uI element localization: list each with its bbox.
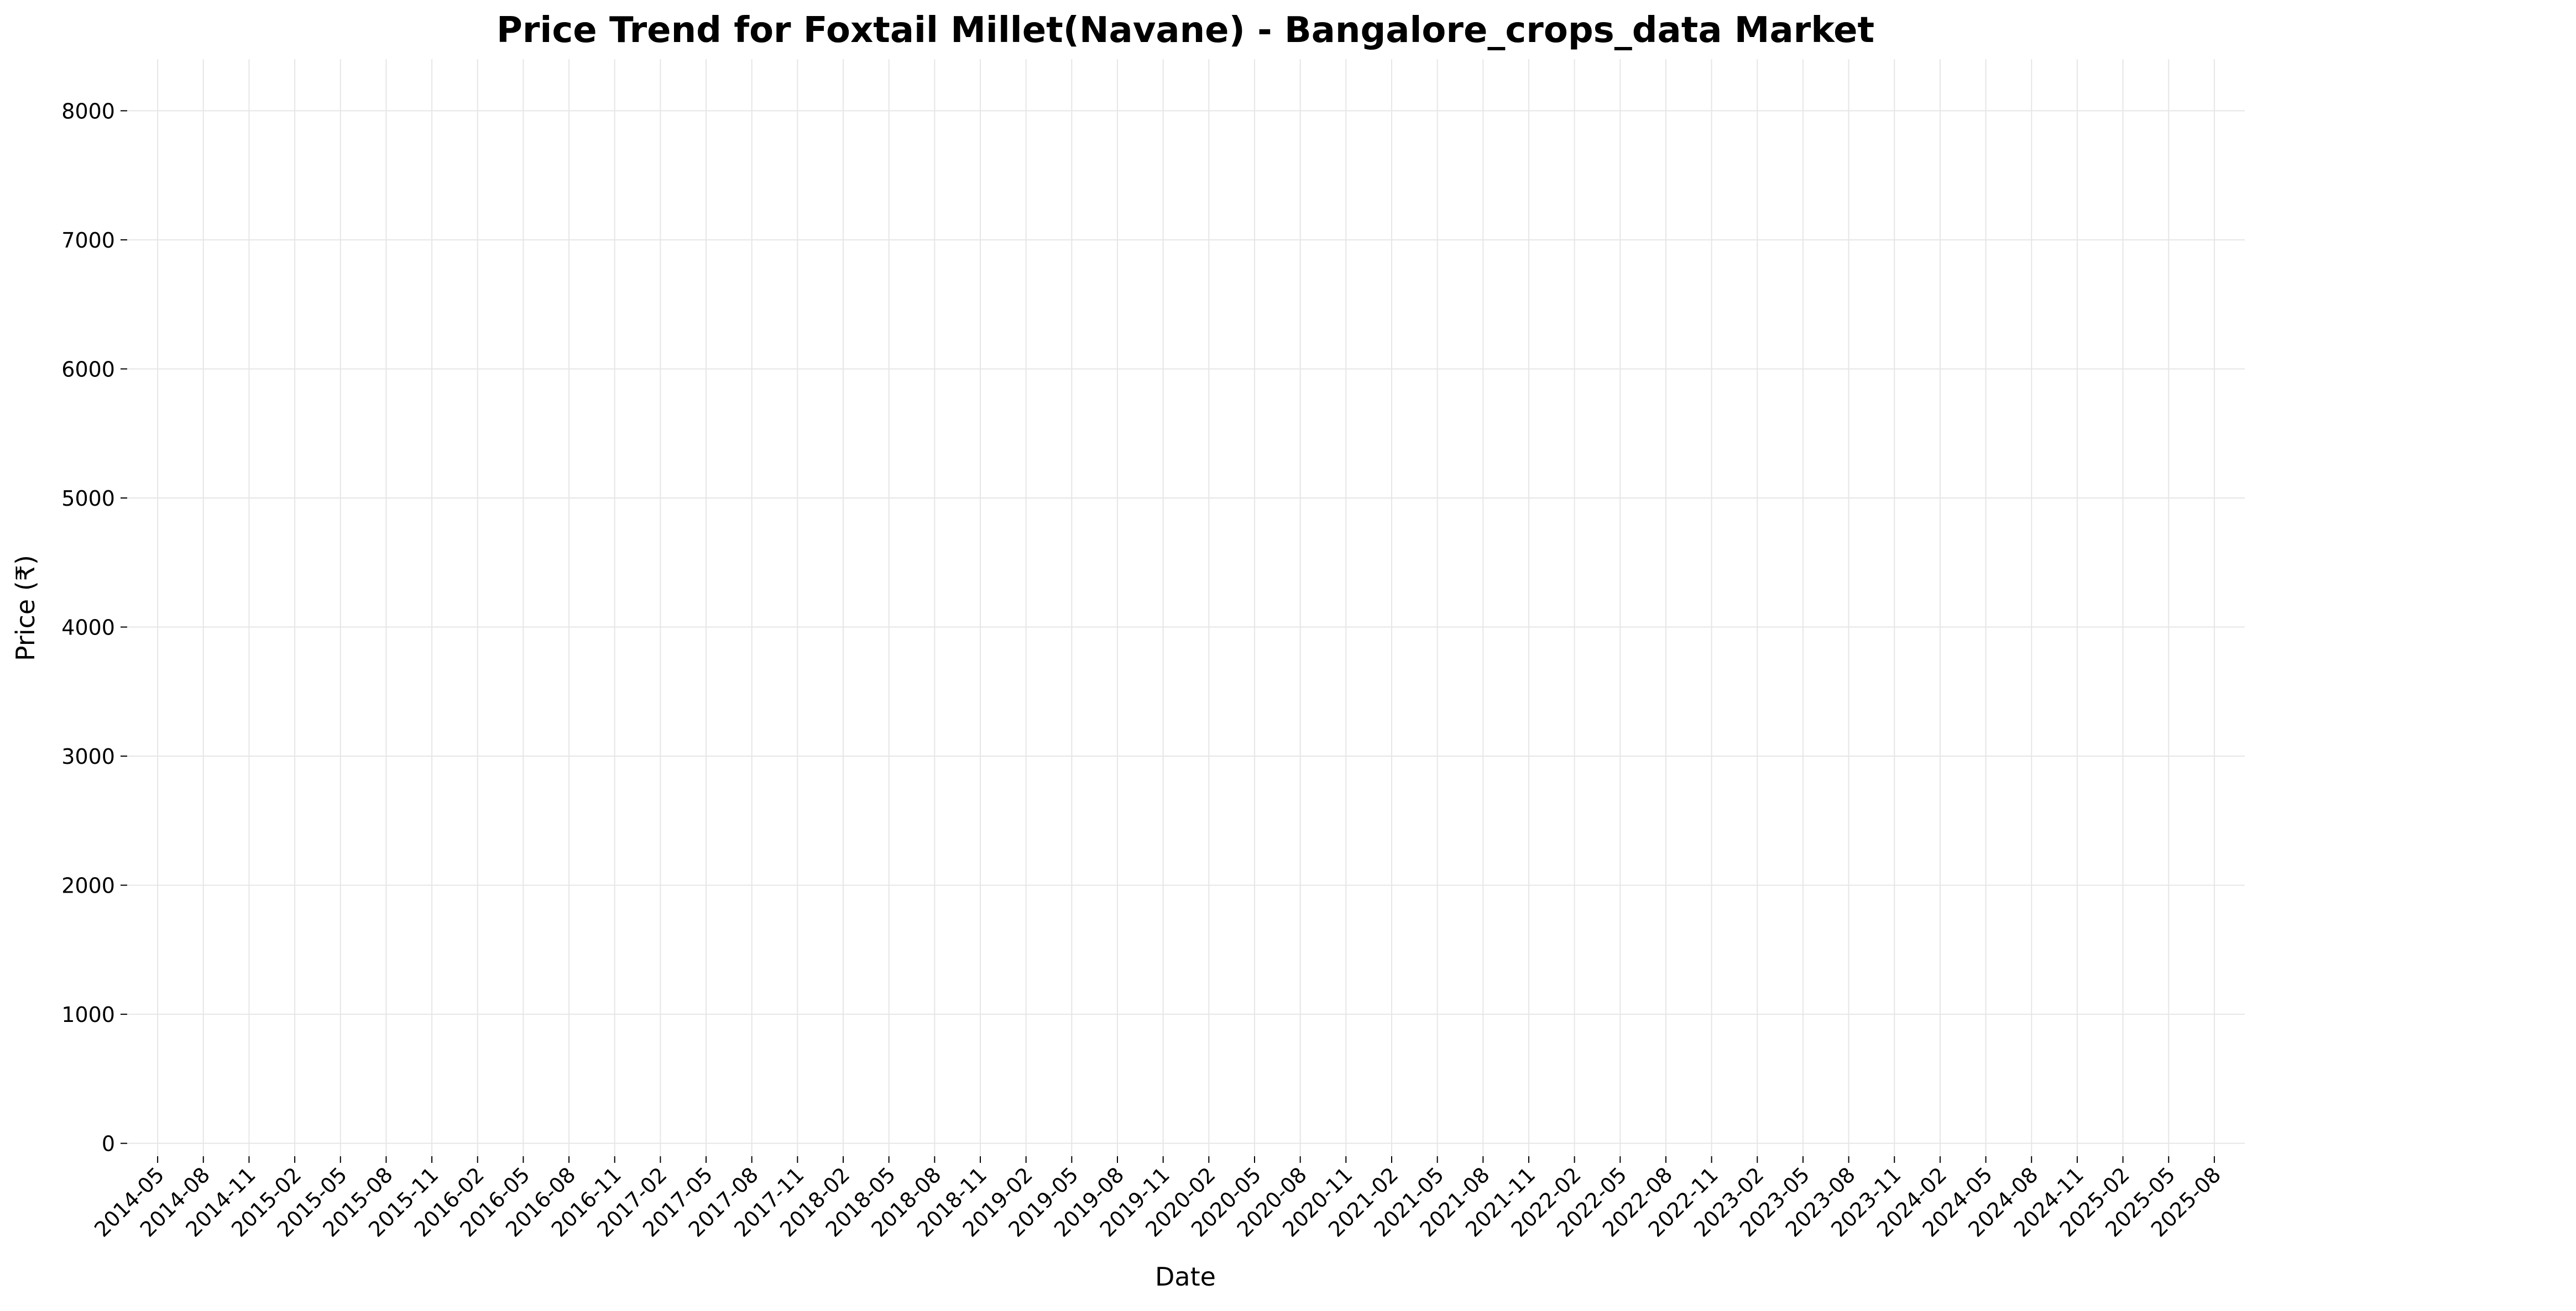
- y-tick-label: 8000: [61, 99, 115, 123]
- y-tick-label: 3000: [61, 744, 115, 769]
- chart-title: Price Trend for Foxtail Millet(Navane) -…: [497, 10, 1874, 51]
- y-tick-label: 2000: [61, 874, 115, 898]
- y-tick-label: 1000: [61, 1003, 115, 1027]
- y-tick-label: 7000: [61, 228, 115, 253]
- x-axis-label: Date: [1155, 1262, 1216, 1292]
- y-tick-label: 5000: [61, 486, 115, 511]
- y-tick-label: 6000: [61, 357, 115, 381]
- y-tick-label: 4000: [61, 616, 115, 640]
- y-axis-label: Price (₹): [11, 555, 40, 661]
- y-tick-label: 0: [102, 1132, 115, 1156]
